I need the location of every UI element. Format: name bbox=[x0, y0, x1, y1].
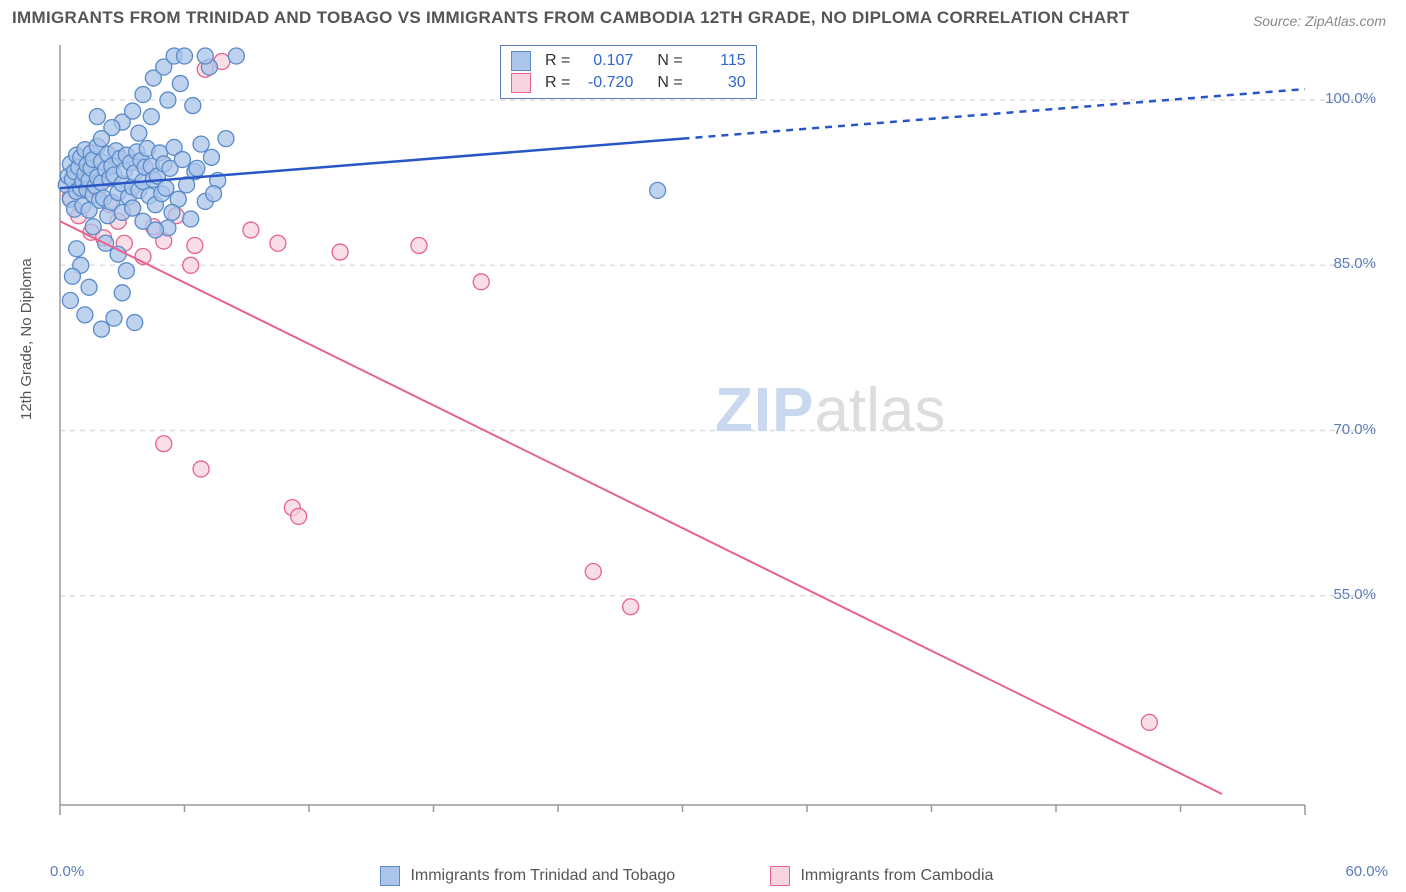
y-tick-85: 85.0% bbox=[1333, 255, 1376, 272]
swatch-trinidad-icon bbox=[511, 51, 531, 71]
x-legend-trinidad: Immigrants from Trinidad and Tobago bbox=[380, 866, 675, 886]
n-value-cambodia: 30 bbox=[691, 74, 746, 92]
stats-legend-box: R = 0.107 N = 115 R = -0.720 N = 30 bbox=[500, 45, 757, 99]
y-tick-100: 100.0% bbox=[1325, 90, 1376, 107]
chart-title: IMMIGRANTS FROM TRINIDAD AND TOBAGO VS I… bbox=[12, 8, 1130, 28]
swatch-trinidad-icon bbox=[380, 866, 400, 886]
x-tick-0: 0.0% bbox=[50, 863, 84, 880]
n-value-trinidad: 115 bbox=[691, 52, 746, 70]
swatch-cambodia-icon bbox=[511, 73, 531, 93]
swatch-cambodia-icon bbox=[770, 866, 790, 886]
x-tick-60: 60.0% bbox=[1345, 863, 1388, 880]
y-tick-55: 55.0% bbox=[1333, 586, 1376, 603]
chart-area bbox=[55, 40, 1385, 840]
y-axis-label: 12th Grade, No Diploma bbox=[18, 258, 35, 420]
r-label: R = bbox=[545, 74, 570, 92]
n-label: N = bbox=[657, 52, 682, 70]
r-label: R = bbox=[545, 52, 570, 70]
x-legend-cambodia: Immigrants from Cambodia bbox=[770, 866, 993, 886]
stats-row-cambodia: R = -0.720 N = 30 bbox=[511, 72, 746, 94]
y-tick-70: 70.0% bbox=[1333, 421, 1376, 438]
x-legend-trinidad-label: Immigrants from Trinidad and Tobago bbox=[410, 867, 675, 884]
r-value-trinidad: 0.107 bbox=[578, 52, 633, 70]
n-label: N = bbox=[657, 74, 682, 92]
r-value-cambodia: -0.720 bbox=[578, 74, 633, 92]
x-legend-cambodia-label: Immigrants from Cambodia bbox=[800, 867, 993, 884]
scatter-chart-svg bbox=[55, 40, 1385, 840]
stats-row-trinidad: R = 0.107 N = 115 bbox=[511, 50, 746, 72]
chart-source: Source: ZipAtlas.com bbox=[1253, 13, 1386, 29]
